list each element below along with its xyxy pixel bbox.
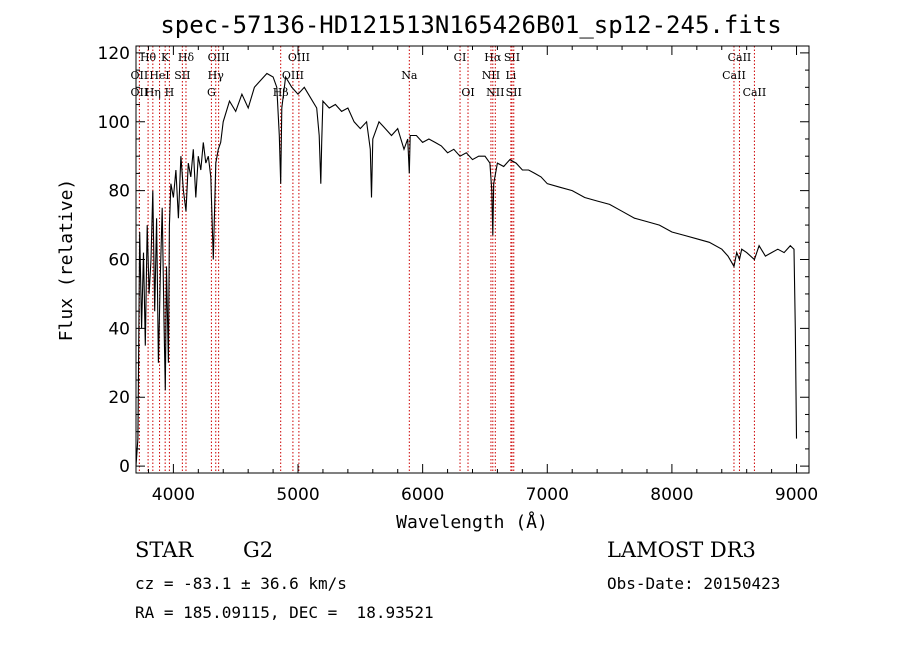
y-tick-label: 40 bbox=[108, 319, 130, 339]
line-marker-label: OII bbox=[131, 69, 149, 82]
line-marker-label: G bbox=[207, 86, 216, 99]
x-tick-label: 5000 bbox=[276, 485, 319, 505]
line-marker-label: SII bbox=[506, 86, 522, 99]
x-tick-label: 7000 bbox=[526, 485, 569, 505]
chart-title: spec-57136-HD121513N165426B01_sp12-245.f… bbox=[160, 11, 781, 39]
line-marker-label: Li bbox=[505, 69, 516, 82]
line-marker-label: CaII bbox=[743, 86, 767, 99]
y-tick-label: 60 bbox=[108, 251, 130, 271]
y-tick-label: 120 bbox=[98, 44, 130, 64]
line-marker-label: K bbox=[161, 51, 170, 64]
line-marker-label: OIII bbox=[282, 69, 304, 82]
line-marker-label: SII bbox=[174, 69, 190, 82]
x-axis-label: Wavelength (Å) bbox=[396, 511, 548, 533]
x-tick-label: 4000 bbox=[152, 485, 195, 505]
line-marker-label: OII bbox=[131, 86, 149, 99]
axis-ticks: 4000 5000 6000 7000 8000 9000 0 20 40 60 80 100 120 bbox=[98, 44, 819, 505]
line-marker-label: NII bbox=[486, 86, 504, 99]
line-marker-label: OI bbox=[461, 86, 474, 99]
y-tick-label: 20 bbox=[108, 388, 130, 408]
line-marker-label: Hη bbox=[145, 86, 161, 99]
x-tick-label: 6000 bbox=[401, 485, 444, 505]
y-axis-label: Flux (relative) bbox=[56, 179, 77, 342]
plot-frame bbox=[135, 45, 810, 474]
x-tick-label: 8000 bbox=[650, 485, 693, 505]
line-marker-label: HeI bbox=[149, 69, 169, 82]
line-marker-label: Hα bbox=[484, 51, 502, 64]
line-marker-label: CaII bbox=[728, 51, 752, 64]
line-marker-label: OIII bbox=[288, 51, 310, 64]
line-marker-label: Na bbox=[401, 69, 418, 82]
line-marker-label: Hγ bbox=[208, 69, 225, 82]
line-marker-label: Hδ bbox=[178, 51, 195, 64]
object-subclass: G2 bbox=[243, 538, 274, 562]
object-class: STAR bbox=[135, 538, 194, 562]
survey-name: LAMOST DR3 bbox=[607, 538, 756, 562]
coordinates: RA = 185.09115, DEC = 18.93521 bbox=[135, 603, 434, 622]
spectrum-line bbox=[135, 72, 798, 467]
line-marker-label: CaII bbox=[722, 69, 746, 82]
line-marker-label: Hβ bbox=[273, 86, 289, 99]
y-tick-label: 80 bbox=[108, 182, 130, 202]
line-marker-label: CI bbox=[454, 51, 467, 64]
y-tick-label: 0 bbox=[119, 457, 130, 477]
line-marker-label: OIII bbox=[208, 51, 230, 64]
obs-date: Obs-Date: 20150423 bbox=[607, 574, 781, 593]
x-tick-label: 9000 bbox=[775, 485, 818, 505]
line-marker-label: NII bbox=[482, 69, 500, 82]
line-marker-label: H bbox=[165, 86, 175, 99]
line-marker-label: SII bbox=[504, 51, 520, 64]
redshift-readout: cz = -83.1 ± 36.6 km/s bbox=[135, 574, 347, 593]
y-tick-label: 100 bbox=[98, 113, 130, 133]
